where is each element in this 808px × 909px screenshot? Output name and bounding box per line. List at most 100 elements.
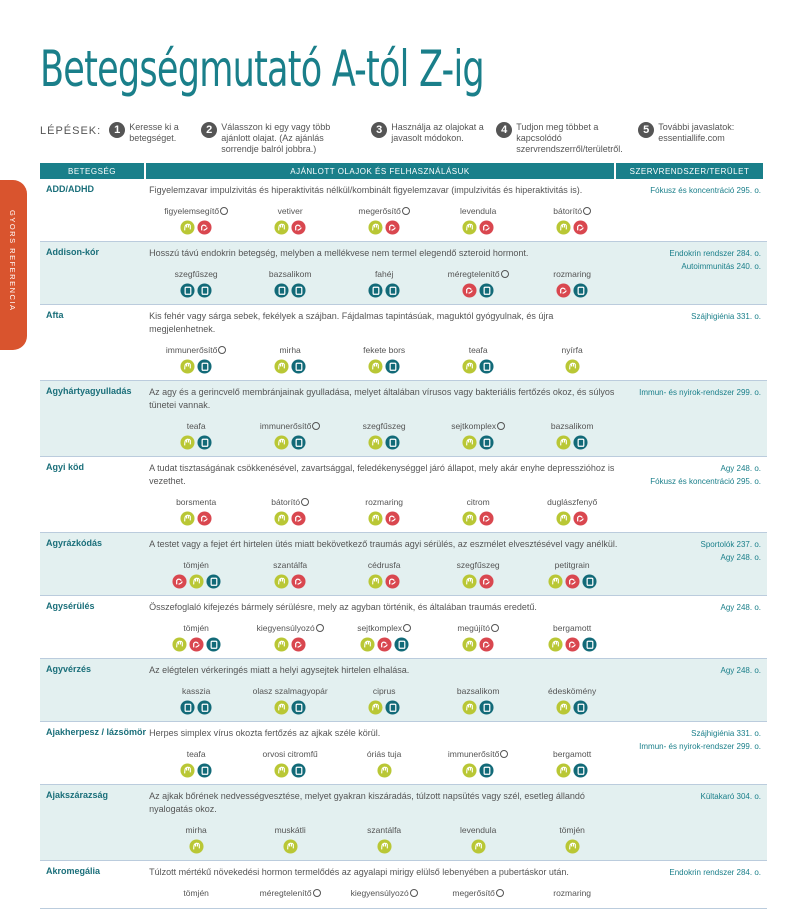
usage-icon (394, 637, 409, 652)
condition-description: A tudat tisztaságának csökkenésével, zav… (149, 463, 615, 486)
usage-icons (337, 763, 431, 778)
usage-icon (274, 283, 289, 298)
oil-name: fahéj (374, 269, 394, 279)
usage-icon (180, 359, 195, 374)
usage-icon (360, 637, 375, 652)
blend-marker (218, 346, 227, 354)
step-text: További javaslatok: essentiallife.com (658, 122, 735, 143)
condition-name: Ajakherpesz / lázsömör (46, 727, 147, 737)
blend-marker (220, 207, 229, 215)
reference: Fókusz és koncentráció 295. o. (650, 186, 761, 195)
step-text: Használja az olajokat a javasolt módokon… (391, 122, 484, 143)
usage-icons (525, 220, 619, 235)
usage-icon (385, 220, 400, 235)
usage-icons (149, 220, 243, 235)
oil-name: bergamott (553, 623, 592, 633)
oil: kiegyensúlyozó (243, 622, 337, 652)
oil-list: tömjén szantálfa cédrusfa szegfűszeg petitgr… (149, 559, 619, 589)
condition-description: Kis fehér vagy sárga sebek, fekélyek a s… (149, 311, 554, 334)
step-number: 1 (109, 122, 126, 138)
condition-name: ADD/ADHD (46, 184, 94, 194)
oil-name: cédrusfa (367, 560, 401, 570)
steps: LÉPÉSEK: 1 Keresse ki a betegséget. 2 Válass… (40, 122, 790, 155)
reference: Autoimmunitás 240. o. (681, 262, 761, 271)
oil: immunerősítő (149, 344, 243, 374)
oil-name: bazsalikom (550, 421, 594, 431)
column-header: BETEGSÉG (40, 163, 144, 179)
usage-icon (368, 283, 383, 298)
oil: méregtelenítő (243, 887, 337, 902)
usage-icons (149, 574, 243, 589)
oil-list: szegfűszeg bazsalikom fahéj méregtelenítő ro… (149, 268, 619, 298)
oil: kasszia (149, 685, 243, 715)
usage-icons (337, 637, 431, 652)
step: 4 Tudjon meg többet a kapcsolódó szervren… (496, 122, 628, 155)
oil-name: bergamott (553, 749, 592, 759)
oil: tömjén (525, 824, 619, 854)
oil-name: rozmaring (553, 269, 592, 279)
reference-cell: Endokrin rendszer 284. o. Autoimmunitás 2… (619, 247, 767, 298)
oil: citrom (431, 496, 525, 526)
oil: muskátli (243, 824, 337, 854)
blend-marker (500, 750, 509, 758)
condition-description: Az agy és a gerincvelő membránjainak gyu… (149, 387, 615, 410)
usage-icons (337, 839, 431, 854)
blend-marker (497, 422, 506, 430)
usage-icons (431, 763, 525, 778)
usage-icon (385, 435, 400, 450)
usage-icon (172, 574, 187, 589)
oil-name: sejtkomplex (451, 421, 497, 431)
usage-icons (149, 283, 243, 298)
usage-icons (431, 839, 525, 854)
usage-icon (548, 574, 563, 589)
oil-name: muskátli (274, 825, 306, 835)
table-row: Agyi köd A tudat tisztaságának csökkenésé… (40, 457, 767, 533)
usage-icon (180, 763, 195, 778)
oil: szantálfa (337, 824, 431, 854)
usage-icons (337, 700, 431, 715)
usage-icons (431, 511, 525, 526)
oil-list: borsmenta bátorító rozmaring citrom duglászf… (149, 496, 619, 526)
recommendation-cell: Herpes simplex vírus okozta fertőzés az … (149, 727, 619, 778)
usage-icons (525, 435, 619, 450)
usage-icon (291, 574, 306, 589)
usage-icon (385, 283, 400, 298)
usage-icon (462, 435, 477, 450)
usage-icons (337, 511, 431, 526)
usage-icon (274, 359, 289, 374)
oil-name: szegfűszeg (362, 421, 406, 431)
usage-icons (149, 637, 243, 652)
oil-name: bazsalikom (456, 686, 500, 696)
table: BETEGSÉG AJÁNLOTT OLAJOK ÉS FELHASZNÁLÁS… (40, 163, 767, 909)
oil-name: duglászfenyő (547, 497, 598, 507)
reference: Agy 248. o. (720, 603, 761, 612)
step-text: Keresse ki a betegséget. (129, 122, 179, 143)
usage-icon (479, 763, 494, 778)
oil: fahéj (337, 268, 431, 298)
oil: teafa (149, 748, 243, 778)
oil-name: ciprus (372, 686, 396, 696)
usage-icon (556, 763, 571, 778)
reference: Endokrin rendszer 284. o. (669, 868, 761, 877)
usage-icons (525, 839, 619, 854)
usage-icons (149, 511, 243, 526)
reference: Immun- és nyirok-rendszer 299. o. (639, 388, 761, 397)
oil-name: immunerősítő (259, 421, 312, 431)
recommendation-cell: Túlzott mértékű növekedési hormon termel… (149, 866, 619, 902)
page-title: Betegségmutató A-tól Z-ig (40, 40, 485, 98)
usage-icon (385, 574, 400, 589)
usage-icons (337, 435, 431, 450)
step: 5 További javaslatok: essentiallife.com (638, 122, 768, 144)
oil: bergamott (525, 622, 619, 652)
usage-icon (565, 359, 580, 374)
usage-icon (573, 435, 588, 450)
oil: tömjén (149, 559, 243, 589)
usage-icons (525, 637, 619, 652)
reference-cell: Szájhigiénia 331. o. Immun- és nyirok-ren… (619, 727, 767, 778)
usage-icon (197, 359, 212, 374)
usage-icon (274, 700, 289, 715)
usage-icon (180, 511, 195, 526)
usage-icons (243, 220, 337, 235)
usage-icon (462, 283, 477, 298)
usage-icons (525, 763, 619, 778)
